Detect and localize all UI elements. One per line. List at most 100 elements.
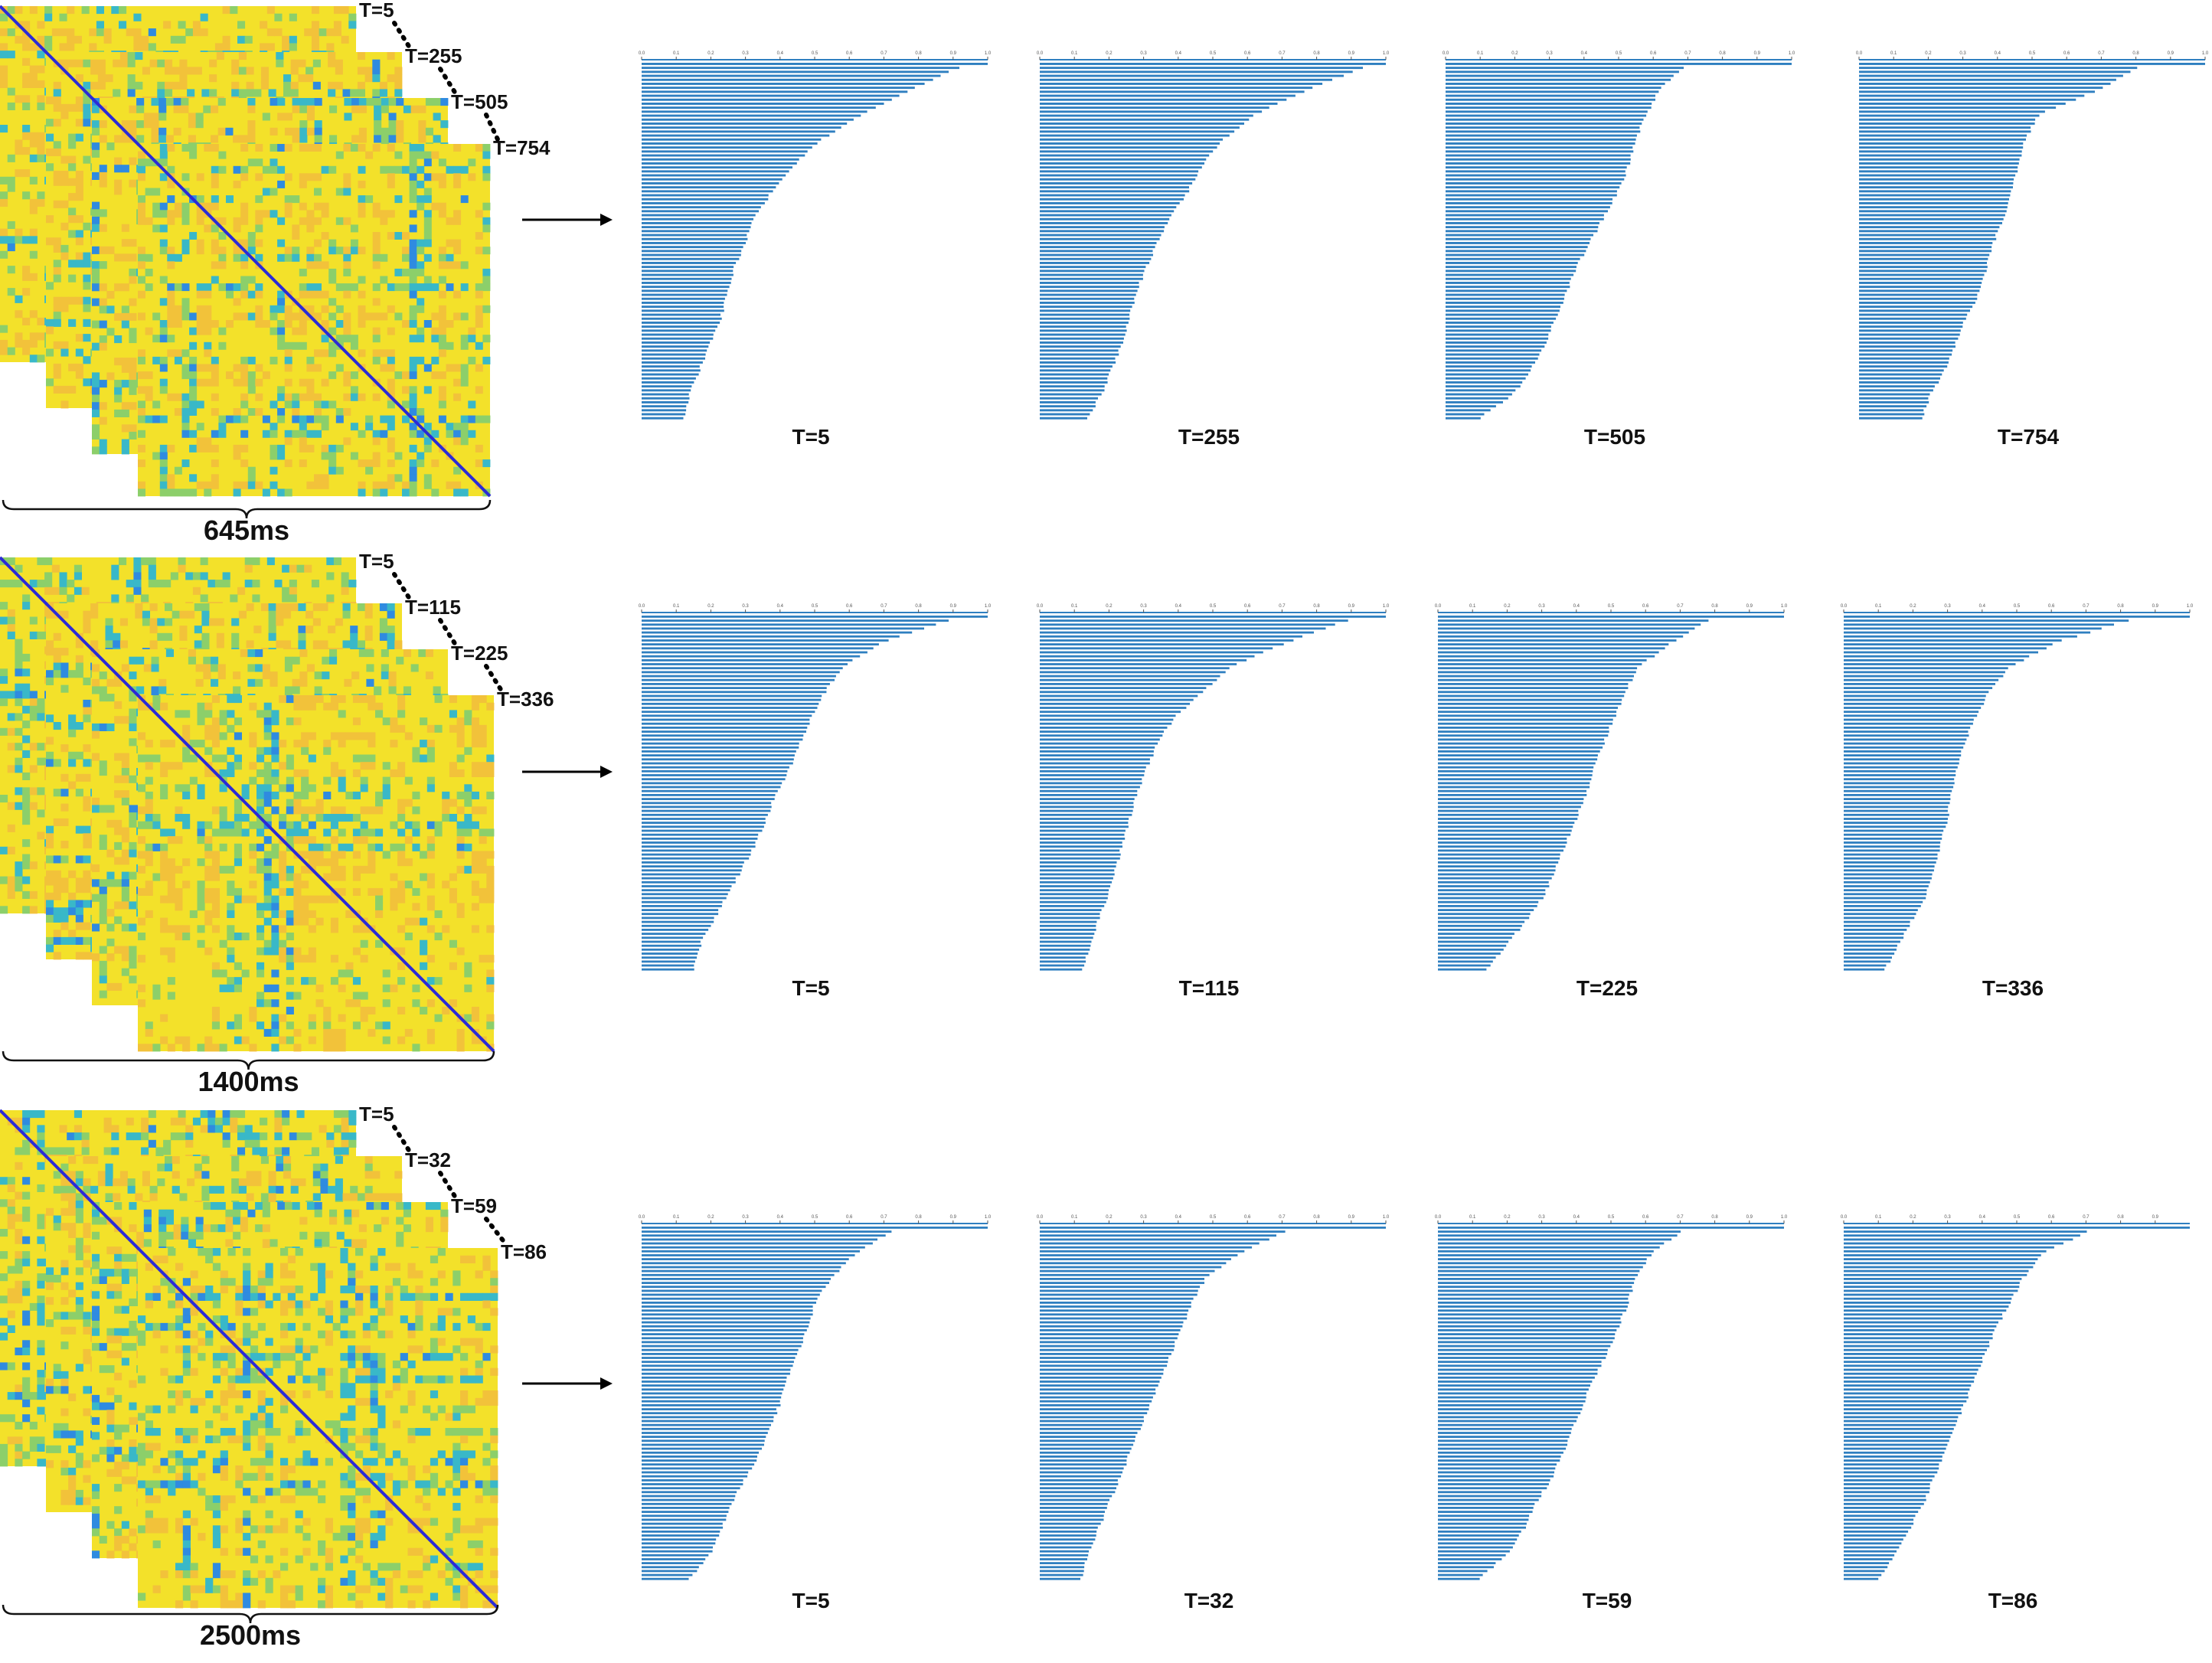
heatmap-cell <box>335 444 344 453</box>
heatmap-cell <box>60 744 69 753</box>
heatmap-cell <box>438 320 446 328</box>
heatmap-cell <box>68 207 77 216</box>
bar <box>1859 405 1927 408</box>
heatmap-cell <box>138 444 145 453</box>
heatmap-cell <box>189 444 198 453</box>
heatmap-cell <box>149 59 158 67</box>
heatmap-cell <box>284 127 292 136</box>
bar <box>1859 322 1963 324</box>
heatmap-cell <box>314 290 322 299</box>
heatmap-cell <box>68 141 77 149</box>
heatmap-cell <box>364 632 373 641</box>
heatmap-cell <box>29 705 38 714</box>
heatmap-cell <box>374 127 382 136</box>
heatmap-cell <box>260 43 268 51</box>
bar <box>1040 297 1135 300</box>
heatmap-cell <box>92 446 100 455</box>
heatmap-cell <box>350 239 358 247</box>
heatmap-cell <box>358 210 366 218</box>
heatmap-cell <box>83 319 91 327</box>
chart-tick-label: 0.4 <box>777 51 784 56</box>
bar <box>642 186 776 189</box>
heatmap-cell <box>204 144 212 152</box>
heatmap-cell <box>129 387 137 395</box>
heatmap-cell <box>277 341 286 350</box>
heatmap-cell <box>387 165 395 174</box>
heatmap-cell <box>409 364 417 372</box>
heatmap-cell <box>233 415 241 423</box>
heatmap-cell <box>396 98 404 106</box>
heatmap-cell <box>29 339 38 348</box>
heatmap-cell <box>431 488 439 497</box>
heatmap-cell <box>53 632 61 641</box>
bar <box>642 194 769 197</box>
heatmap-cell <box>53 260 61 268</box>
chart-tick-label: 0.5 <box>2029 51 2036 56</box>
heatmap-cell <box>53 648 61 656</box>
layer-connector-dots <box>392 21 412 50</box>
heatmap-cell <box>409 305 417 313</box>
chart-tick-label: 0.1 <box>1071 51 1078 56</box>
heatmap-cell <box>51 28 60 37</box>
heatmap-cell <box>217 98 226 106</box>
heatmap-cell <box>92 372 100 381</box>
heatmap-cell <box>22 705 31 714</box>
heatmap-cell <box>299 135 308 143</box>
heatmap-cell <box>240 378 249 387</box>
heatmap-cell <box>277 393 286 401</box>
heatmap-cell <box>75 230 83 238</box>
heatmap-cell <box>240 444 249 453</box>
bar <box>1446 226 1599 229</box>
heatmap-cell <box>121 312 129 321</box>
heatmap-cell <box>260 21 268 29</box>
heatmap-cell <box>423 386 432 394</box>
chart-tick-label: 0.8 <box>915 51 922 56</box>
bar <box>1040 182 1193 185</box>
heatmap-cell <box>468 327 476 335</box>
heatmap-cell <box>253 89 262 97</box>
heatmap-cell <box>152 312 161 321</box>
heatmap-cell <box>138 253 145 262</box>
heatmap-cell <box>46 378 54 387</box>
heatmap-cell <box>209 74 217 83</box>
heatmap-cell <box>75 751 83 760</box>
heatmap-cell <box>252 594 260 603</box>
heatmap-cell <box>29 765 38 773</box>
bar <box>1040 234 1162 237</box>
heatmap-cell <box>365 466 374 475</box>
heatmap-cell <box>328 165 337 174</box>
heatmap-cell <box>357 52 365 60</box>
heatmap-cell <box>141 35 149 44</box>
bar <box>1859 253 1990 256</box>
heatmap-cell <box>143 113 152 121</box>
heatmap-cell <box>60 244 69 253</box>
heatmap-cell <box>68 59 77 67</box>
heatmap-cell <box>321 261 329 270</box>
bar <box>1040 373 1109 376</box>
heatmap-cell <box>103 35 112 44</box>
bar <box>1859 198 2009 201</box>
bar <box>1040 385 1105 388</box>
heatmap-cell <box>211 408 219 416</box>
heatmap-cell <box>181 364 190 372</box>
heatmap-cell <box>372 261 381 270</box>
heatmap-cell <box>388 120 397 129</box>
heatmap-cell <box>402 320 410 328</box>
heatmap-cell <box>138 261 145 270</box>
chart-tick-label: 0.9 <box>950 51 957 56</box>
heatmap-cell <box>292 408 300 416</box>
bar <box>1446 123 1642 125</box>
bar <box>1446 309 1560 312</box>
bar <box>1040 317 1130 320</box>
heatmap-cell <box>290 89 299 97</box>
bar <box>1040 401 1096 403</box>
heatmap-cell <box>231 640 240 649</box>
heatmap-cell <box>350 283 358 292</box>
heatmap-cell <box>0 65 8 74</box>
heatmap-cell <box>453 290 462 299</box>
bar <box>1859 170 2018 173</box>
heatmap-cell <box>343 188 351 196</box>
heatmap-cell <box>60 385 69 394</box>
heatmap-cell <box>53 81 61 90</box>
